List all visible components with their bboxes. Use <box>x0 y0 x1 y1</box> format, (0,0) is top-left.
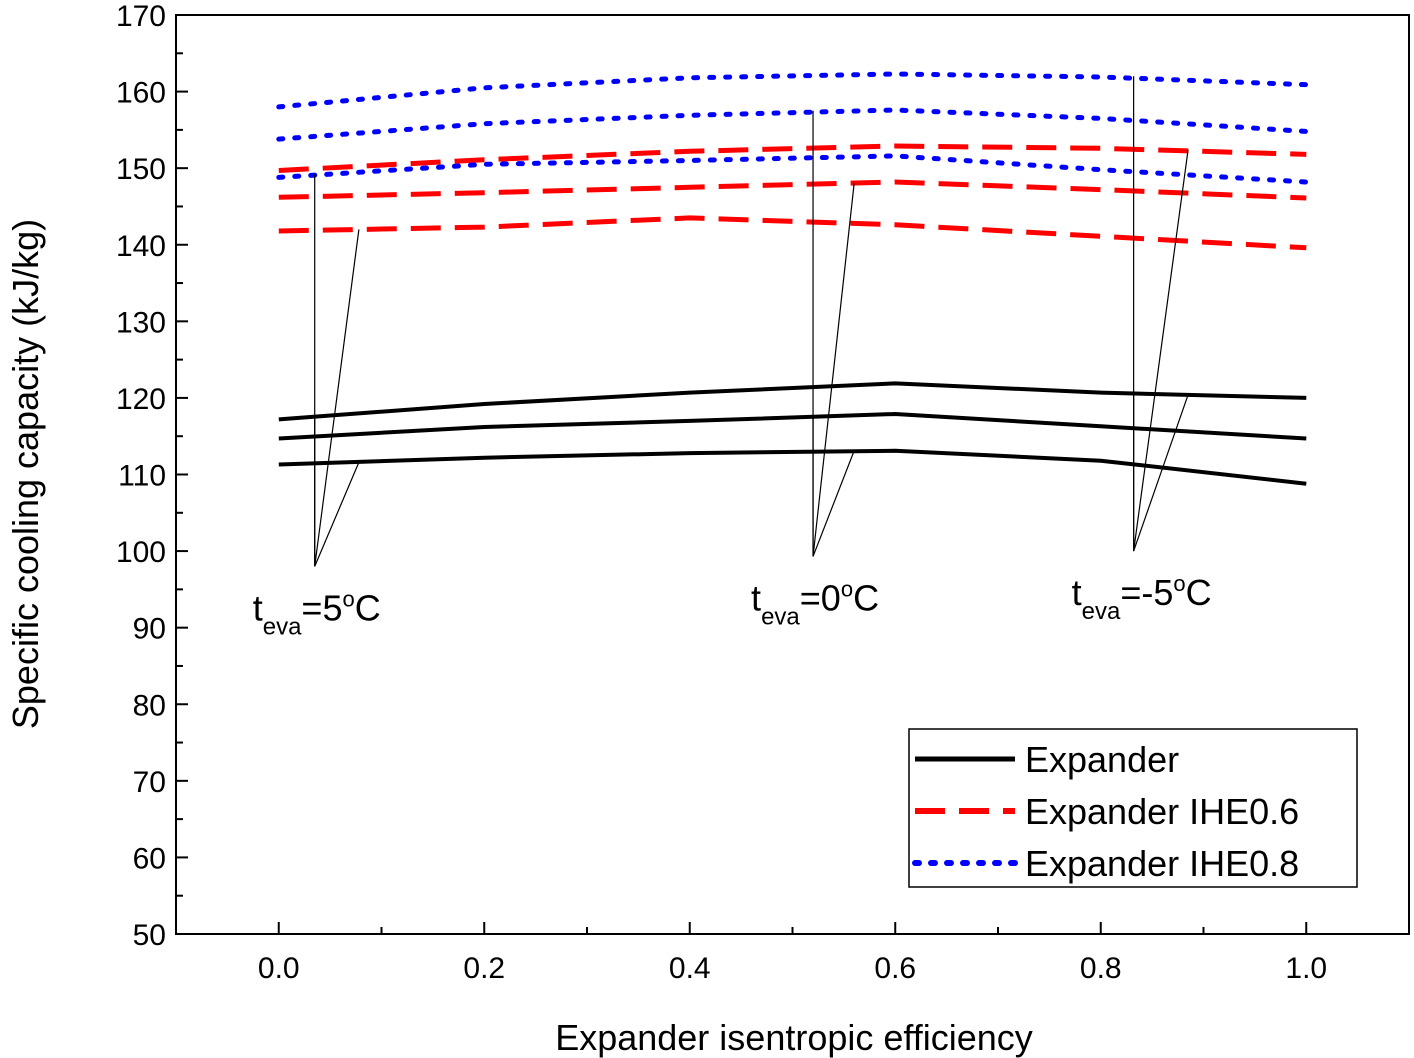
series-line-dashed-teva-0 <box>278 179 1307 201</box>
y-tick-label: 140 <box>116 230 166 263</box>
y-tick-label: 120 <box>116 383 166 416</box>
series-line-dashed-teva--5 <box>278 143 1307 173</box>
annotation-label: teva=5oC <box>253 586 381 640</box>
x-tick-label: 0.2 <box>463 952 505 985</box>
x-axis-title: Expander isentropic efficiency <box>555 1017 1033 1058</box>
annotation-label: teva=0oC <box>751 576 879 630</box>
y-tick-label: 100 <box>116 536 166 569</box>
y-tick-label: 130 <box>116 306 166 339</box>
series-line-solid-teva-5 <box>278 448 1307 486</box>
series-line-dashed-teva-5 <box>278 215 1307 251</box>
x-tick-label: 0.8 <box>1080 952 1122 985</box>
legend-label: Expander IHE0.8 <box>1025 843 1299 884</box>
annotation-leader-line <box>314 462 360 567</box>
annotation-leader-line <box>1133 149 1189 552</box>
series-line-solid-teva--5 <box>278 381 1307 422</box>
x-tick-label: 0.0 <box>258 952 300 985</box>
x-tick-label: 0.6 <box>874 952 916 985</box>
y-tick-label: 160 <box>116 77 166 110</box>
series-layer <box>276 71 1309 486</box>
annotation-leader-line <box>1133 394 1189 552</box>
y-tick-label: 60 <box>133 842 166 875</box>
series-line-dotted-teva-5 <box>276 153 1309 185</box>
y-tick-label: 50 <box>133 919 166 952</box>
x-tick-label: 0.4 <box>669 952 711 985</box>
legend-items: Expander Expander IHE0.6 Expander IHE0.8 <box>912 739 1299 884</box>
series-line-dotted-teva-0 <box>276 107 1309 142</box>
tick-layer: 50 60 70 80 90 100 110 120 130 140 150 160 170 0.0 0.2… <box>116 0 1327 985</box>
legend: Expander Expander IHE0.6 Expander IHE0.8 <box>908 728 1358 888</box>
legend-label: Expander IHE0.6 <box>1025 791 1299 832</box>
annotation-layer: teva=5oC teva=0oC teva=-5oC <box>253 76 1212 640</box>
series-line-solid-teva-0 <box>278 412 1307 441</box>
annotation-leader-line <box>314 229 360 567</box>
y-axis-title: Specific cooling capacity (kJ/kg) <box>5 219 46 729</box>
y-tick-label: 70 <box>133 766 166 799</box>
y-tick-label: 80 <box>133 689 166 722</box>
legend-label: Expander <box>1025 739 1179 780</box>
x-tick-label: 1.0 <box>1285 952 1327 985</box>
annotation-label: teva=-5oC <box>1072 571 1212 625</box>
y-tick-label: 110 <box>118 460 166 493</box>
annotation-leader-line <box>812 183 855 557</box>
y-tick-label: 90 <box>133 613 166 646</box>
annotation-leader-line <box>812 450 855 557</box>
y-tick-label: 170 <box>116 0 166 33</box>
y-tick-label: 150 <box>116 153 166 186</box>
series-line-dotted-teva--5 <box>276 71 1309 110</box>
